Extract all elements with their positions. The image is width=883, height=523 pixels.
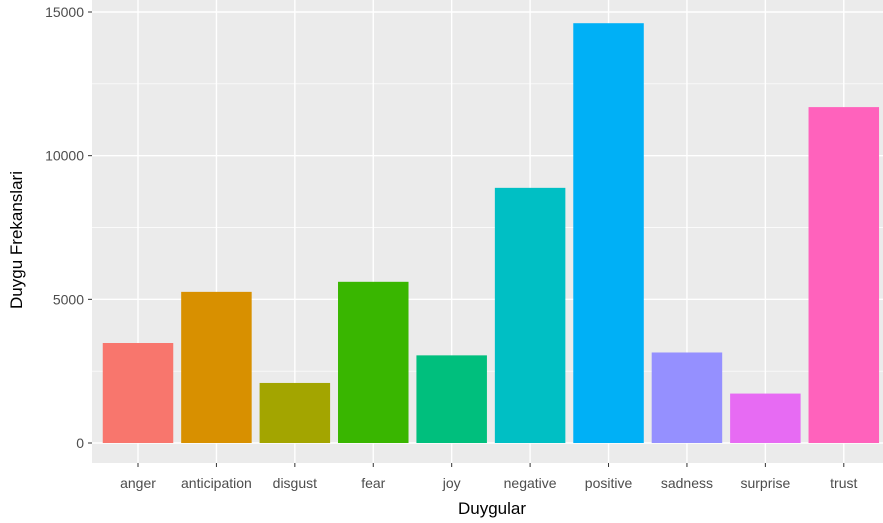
x-tick-label-sadness: sadness: [661, 475, 713, 491]
bar-trust: [808, 107, 880, 443]
bar-negative: [494, 187, 566, 443]
y-axis-title: Duygu Frekanslari: [7, 171, 26, 309]
x-axis-ticks: anger anticipation disgust fear joy negative p…: [120, 463, 858, 491]
bar-joy: [416, 355, 487, 443]
x-tick-label-joy: joy: [442, 475, 461, 491]
x-tick-label-surprise: surprise: [740, 475, 790, 491]
y-tick-label: 0: [76, 435, 84, 451]
bar-fear: [338, 281, 409, 443]
x-tick-label-trust: trust: [830, 475, 857, 491]
y-tick-label: 10000: [45, 148, 84, 164]
bar-disgust: [259, 382, 331, 443]
bars: [102, 23, 880, 444]
y-axis-ticks: 0 5000 10000 15000: [45, 4, 92, 451]
x-tick-label-anger: anger: [120, 475, 156, 491]
bar-anticipation: [181, 291, 252, 443]
y-tick-label: 15000: [45, 4, 84, 20]
x-tick-label-disgust: disgust: [273, 475, 317, 491]
bar-surprise: [730, 393, 801, 443]
bar-anger: [102, 343, 174, 443]
x-axis-title: Duygular: [458, 499, 526, 518]
bar-sadness: [651, 352, 723, 443]
x-tick-label-negative: negative: [504, 475, 557, 491]
x-tick-label-anticipation: anticipation: [181, 475, 252, 491]
x-tick-label-fear: fear: [361, 475, 385, 491]
x-tick-label-positive: positive: [585, 475, 633, 491]
bar-positive: [573, 23, 644, 444]
y-tick-label: 5000: [53, 291, 84, 307]
